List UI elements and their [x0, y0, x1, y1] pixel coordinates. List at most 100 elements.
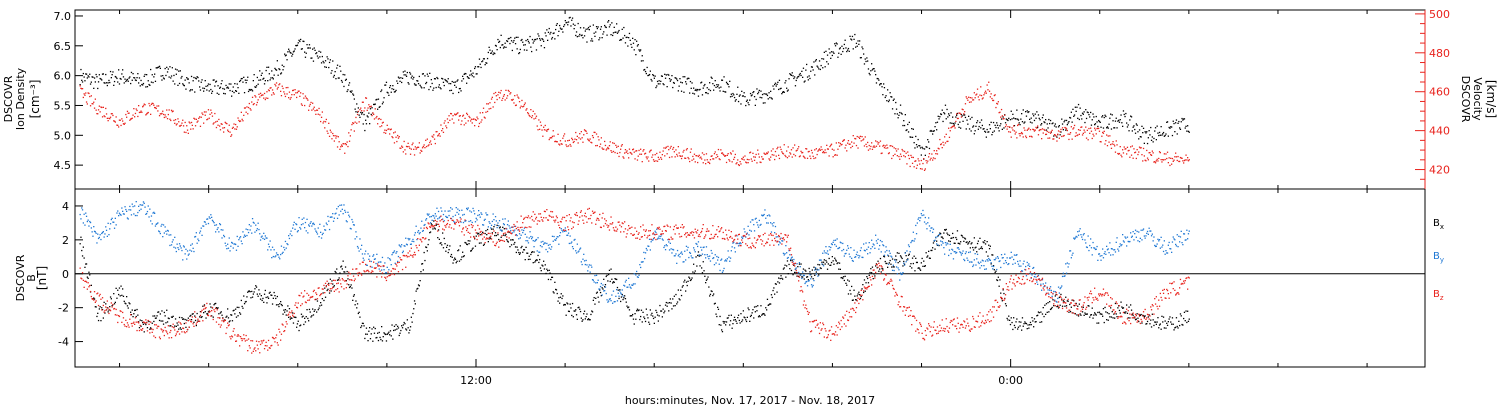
velocity-data-point: [382, 121, 384, 123]
density-data-point: [227, 87, 230, 89]
velocity-data-point: [798, 146, 800, 148]
by-data-point: [263, 232, 265, 234]
by-data-point: [300, 228, 302, 230]
density-data-point: [499, 46, 501, 49]
by-data-point: [365, 250, 367, 252]
density-data-point: [89, 73, 91, 75]
by-data-point: [637, 276, 639, 278]
bx-data-point: [222, 317, 224, 319]
by-data-point: [393, 250, 396, 252]
velocity-data-point: [936, 153, 939, 155]
density-data-point: [841, 45, 843, 47]
by-data-point: [402, 250, 404, 252]
velocity-data-point: [997, 101, 999, 103]
velocity-data-point: [612, 150, 615, 153]
bx-data-point: [710, 290, 712, 292]
bx-data-point: [1069, 303, 1071, 306]
velocity-data-point: [1102, 132, 1105, 134]
by-data-point: [158, 230, 160, 232]
density-data-point: [92, 76, 94, 78]
by-data-point: [642, 261, 644, 263]
density-data-point: [87, 75, 89, 77]
bx-data-point: [389, 330, 392, 332]
bx-data-point: [452, 262, 454, 264]
velocity-data-point: [247, 106, 250, 109]
velocity-data-point: [1175, 152, 1177, 154]
bx-data-point: [252, 293, 254, 295]
bx-data-point: [806, 276, 809, 278]
by-data-point: [316, 231, 318, 233]
bx-data-point: [767, 304, 769, 306]
bx-data-point: [766, 298, 769, 300]
velocity-data-point: [551, 135, 554, 137]
by-data-point: [507, 220, 509, 222]
velocity-data-point: [495, 95, 497, 97]
density-data-point: [1095, 115, 1097, 118]
bx-data-point: [395, 324, 397, 326]
bx-data-point: [1129, 317, 1131, 319]
velocity-data-point: [1117, 152, 1119, 155]
bx-data-point: [972, 246, 974, 249]
bx-data-point: [671, 308, 673, 310]
density-data-point: [707, 92, 709, 95]
velocity-data-point: [214, 112, 216, 115]
density-data-point: [186, 78, 189, 80]
velocity-data-point: [527, 112, 529, 114]
density-data-point: [426, 73, 428, 75]
density-data-point: [344, 79, 347, 81]
density-data-point: [204, 80, 206, 82]
bx-data-point: [638, 309, 640, 311]
bx-data-point: [1025, 322, 1027, 324]
by-data-point: [450, 207, 452, 209]
bx-data-point: [1043, 315, 1045, 318]
bx-data-point: [1065, 305, 1068, 307]
by-data-point: [151, 223, 153, 225]
bx-data-point: [863, 291, 865, 294]
velocity-data-point: [478, 122, 481, 125]
velocity-data-point: [134, 116, 136, 118]
by-data-point: [485, 212, 487, 214]
velocity-data-point: [1093, 135, 1095, 137]
bx-data-point: [435, 224, 437, 226]
density-data-point: [692, 92, 694, 94]
bx-data-point: [277, 304, 279, 306]
velocity-data-point: [127, 112, 129, 114]
density-data-point: [1038, 117, 1040, 119]
density-data-point: [194, 91, 196, 93]
bx-data-point: [1068, 311, 1070, 313]
velocity-data-point: [822, 150, 825, 153]
velocity-data-point: [389, 129, 392, 131]
velocity-data-point: [254, 95, 256, 97]
bx-data-point: [1155, 323, 1157, 325]
by-data-point: [649, 249, 651, 251]
by-data-point: [557, 236, 559, 238]
density-data-point: [538, 35, 540, 37]
by-data-point: [502, 223, 505, 225]
bx-data-point: [553, 292, 555, 294]
bx-data-point: [622, 298, 624, 301]
bx-data-point: [735, 320, 737, 322]
bx-data-point: [441, 244, 443, 246]
velocity-data-point: [887, 152, 890, 155]
bx-data-point: [387, 332, 389, 335]
by-data-point: [559, 232, 562, 234]
bx-data-point: [189, 315, 191, 317]
velocity-data-point: [717, 155, 719, 158]
velocity-data-point: [879, 145, 881, 147]
bx-data-point: [960, 241, 962, 243]
velocity-data-point: [764, 153, 766, 155]
by-data-point: [389, 259, 392, 261]
velocity-data-point: [186, 125, 188, 127]
density-data-point: [786, 90, 789, 92]
density-data-point: [680, 90, 683, 92]
velocity-data-point: [496, 98, 498, 101]
bx-data-point: [406, 319, 408, 321]
by-data-point: [279, 258, 281, 260]
velocity-data-point: [1025, 135, 1027, 137]
by-data-point: [117, 210, 119, 212]
density-data-point: [177, 84, 179, 86]
velocity-data-point: [1094, 129, 1097, 131]
density-data-point: [733, 94, 735, 96]
by-data-point: [179, 245, 181, 247]
velocity-data-point: [665, 146, 667, 148]
